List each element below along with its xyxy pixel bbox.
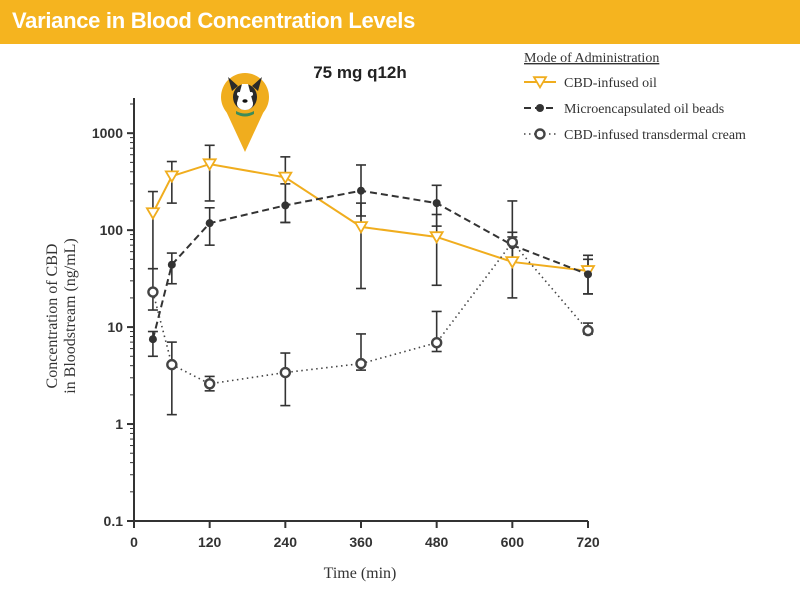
dog-blaze <box>237 84 253 103</box>
y-tick-label: 0.1 <box>104 513 124 529</box>
callout-pointer <box>226 111 264 152</box>
data-point <box>279 366 292 379</box>
data-point <box>584 270 592 279</box>
data-point <box>353 221 369 235</box>
data-point <box>430 337 443 349</box>
legend-entry: CBD-infused transdermal cream <box>564 128 746 143</box>
data-point <box>164 170 180 184</box>
data-point <box>504 256 520 270</box>
page-title: Variance in Blood Concentration Levels <box>12 8 416 33</box>
data-point <box>582 324 594 337</box>
data-point <box>432 199 441 208</box>
series-lines <box>151 163 589 385</box>
legend-entry: CBD-infused oil <box>564 76 657 91</box>
x-tick-label: 240 <box>274 534 298 550</box>
y-tick-label: 100 <box>100 222 124 238</box>
dog-nose <box>242 99 248 103</box>
data-point <box>205 219 214 228</box>
data-point <box>166 358 178 371</box>
error-bars <box>147 144 593 416</box>
legend: Mode of Administration CBD-infused oil Mi… <box>524 51 746 143</box>
data-point <box>167 260 176 269</box>
x-tick-label: 360 <box>349 534 373 550</box>
chart-title: 75 mg q12h <box>313 63 407 82</box>
x-tick-label: 720 <box>576 534 600 550</box>
x-tick-label: 600 <box>501 534 525 550</box>
series-line <box>151 189 589 340</box>
data-point <box>429 231 445 245</box>
dog-muzzle <box>237 98 253 110</box>
x-tick-label: 0 <box>130 534 138 550</box>
data-point <box>506 236 519 248</box>
data-point <box>281 201 290 210</box>
data-point <box>357 186 365 195</box>
data-point <box>147 286 159 298</box>
x-tick-label: 480 <box>425 534 449 550</box>
data-point <box>536 104 544 112</box>
dog-marker-callout <box>221 73 269 152</box>
series-line <box>152 163 589 272</box>
axes: 0 120 240 360 480 600 720 0.1 1 10 100 1000 <box>92 98 600 550</box>
data-point <box>203 378 216 390</box>
data-point <box>355 357 367 370</box>
x-tick-label: 120 <box>198 534 222 550</box>
dog-ear-left <box>228 77 238 91</box>
legend-title: Mode of Administration <box>524 51 659 66</box>
x-axis-label: Time (min) <box>324 565 397 582</box>
y-tick-label: 1 <box>115 416 123 432</box>
data-point <box>145 207 161 221</box>
data-point <box>148 335 157 344</box>
dog-collar <box>236 111 254 117</box>
y-axis-label: Concentration of CBD in Bloodstream (ng/… <box>44 238 79 394</box>
header-banner: Variance in Blood Concentration Levels <box>0 0 800 44</box>
series-markers <box>145 158 596 390</box>
dog-face-icon <box>228 77 262 117</box>
y-tick-label: 10 <box>107 319 123 335</box>
dog-ear-right <box>252 77 262 91</box>
data-point <box>277 171 293 185</box>
dog-eye <box>237 92 241 96</box>
y-tick-label: 1000 <box>92 125 123 141</box>
y-axis-label-line1: Concentration of CBD <box>44 244 61 389</box>
y-axis-label-line2: in Bloodstream (ng/mL) <box>62 238 79 394</box>
data-point <box>534 128 546 140</box>
data-point <box>202 158 218 172</box>
data-point <box>532 76 548 90</box>
dog-eye <box>249 92 253 96</box>
legend-entry: Microencapsulated oil beads <box>564 102 724 117</box>
